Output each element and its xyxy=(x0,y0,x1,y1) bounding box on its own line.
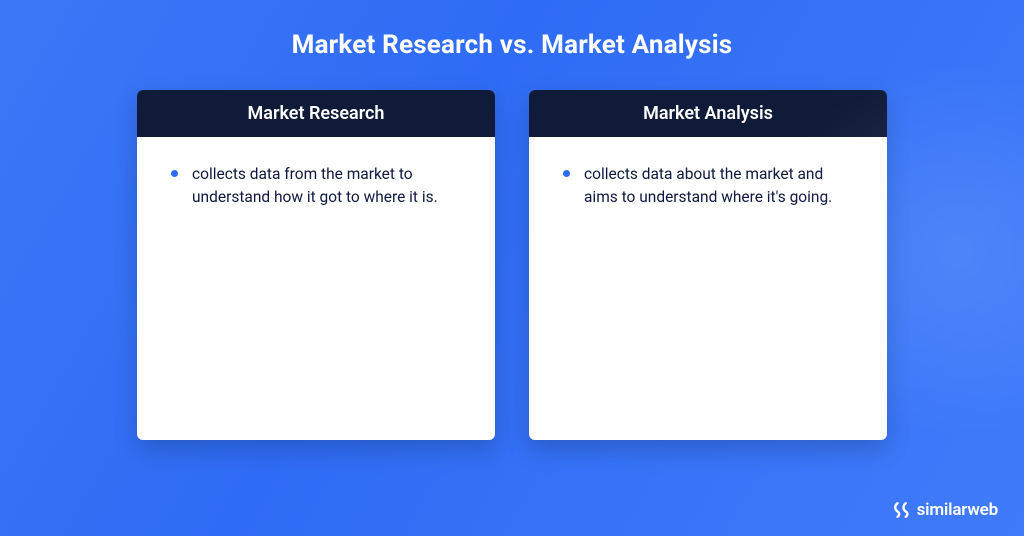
card-body-market-analysis: collects data about the market and aims … xyxy=(529,137,887,440)
card-header-market-research: Market Research xyxy=(137,90,495,137)
cards-row: Market Research collects data from the m… xyxy=(0,90,1024,440)
brand-mark-icon xyxy=(893,501,911,519)
bullet-text: collects data about the market and aims … xyxy=(584,163,844,210)
card-body-market-research: collects data from the market to underst… xyxy=(137,137,495,440)
card-header-market-analysis: Market Analysis xyxy=(529,90,887,137)
bullet-dot-icon xyxy=(563,170,570,177)
card-market-research: Market Research collects data from the m… xyxy=(137,90,495,440)
brand-name: similarweb xyxy=(917,500,998,520)
bullet-text: collects data from the market to underst… xyxy=(192,163,452,210)
bullet-item: collects data about the market and aims … xyxy=(563,163,859,210)
bullet-item: collects data from the market to underst… xyxy=(171,163,467,210)
page-title: Market Research vs. Market Analysis xyxy=(0,0,1024,60)
brand-logo: similarweb xyxy=(893,500,998,520)
bullet-dot-icon xyxy=(171,170,178,177)
card-market-analysis: Market Analysis collects data about the … xyxy=(529,90,887,440)
